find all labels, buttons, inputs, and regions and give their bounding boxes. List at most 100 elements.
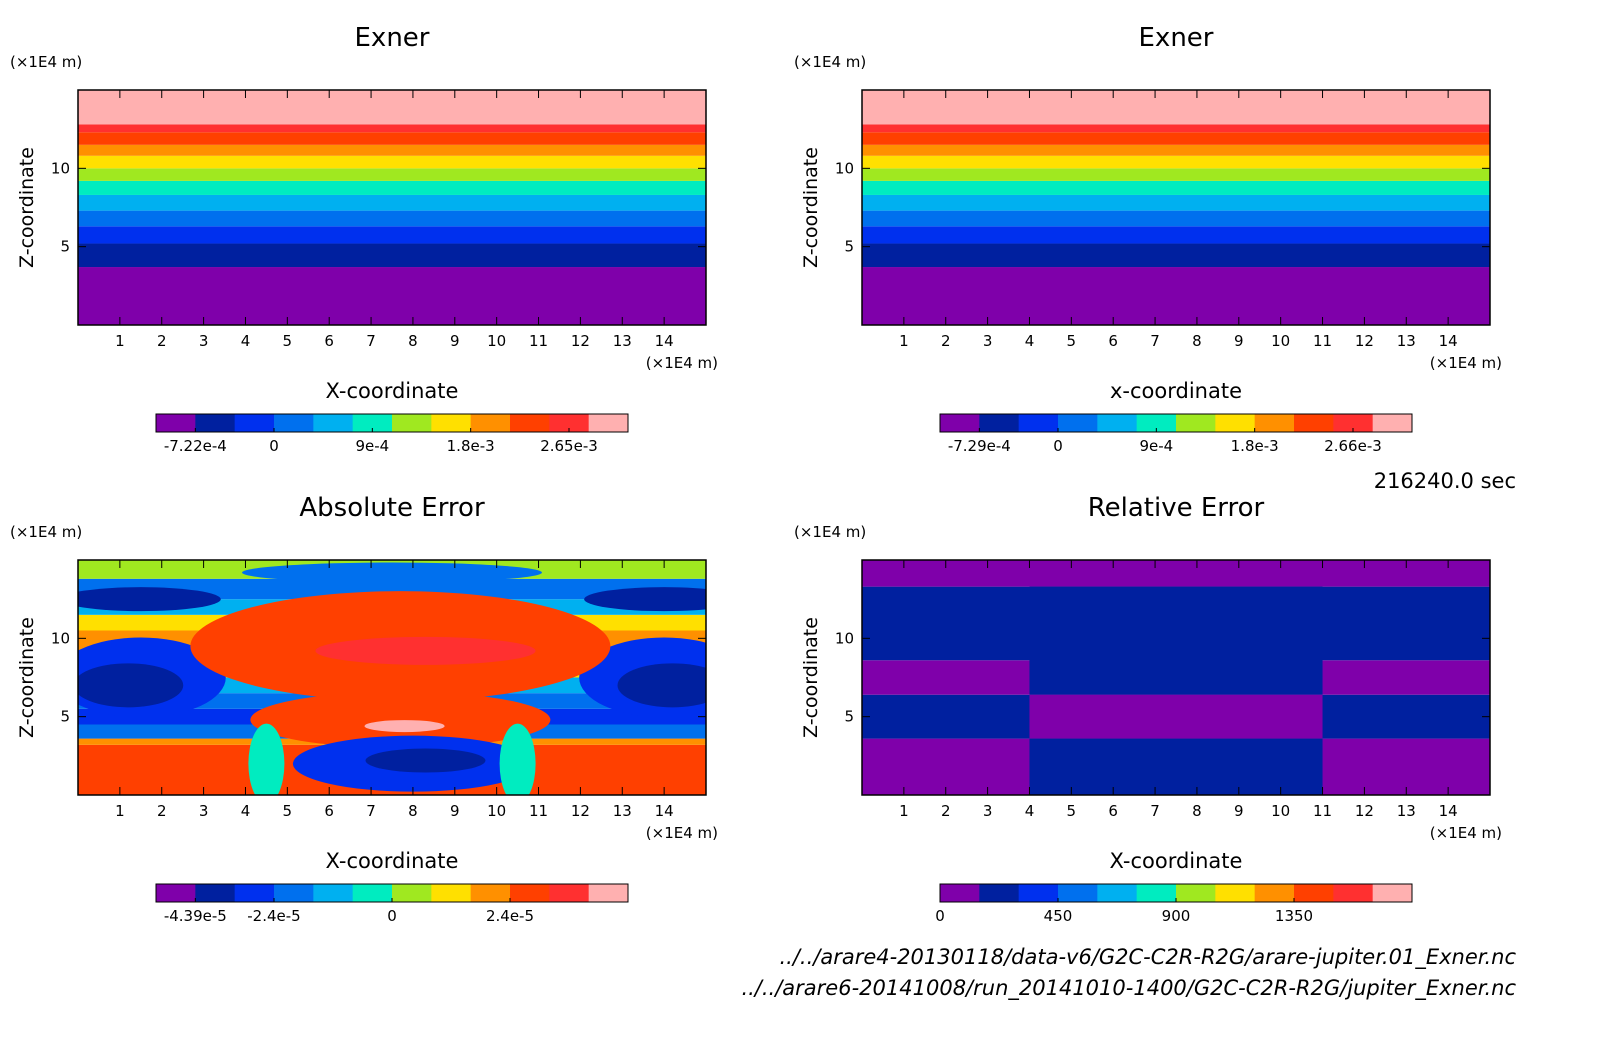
- contour-band-10: [78, 578, 706, 600]
- y-tick-label: 10: [51, 159, 70, 177]
- x-tick-label: 10: [1271, 332, 1290, 350]
- chart-title: Absolute Error: [299, 493, 485, 523]
- x-tick-label: 14: [1439, 332, 1458, 350]
- colorbar-tick-label: 1.8e-3: [447, 437, 495, 455]
- colorbar-swatch: [156, 884, 196, 902]
- contour-band-7: [862, 155, 1490, 169]
- x-tick-label: 2: [157, 802, 167, 820]
- colorbar-tick-label: -7.22e-4: [164, 437, 227, 455]
- colorbar-swatch: [549, 414, 590, 432]
- colorbar-swatch: [470, 414, 511, 432]
- file-path-2: ../../arare6-20141008/run_20141010-1400/…: [741, 976, 1516, 1001]
- colorbar-tick-label: 0: [1053, 437, 1063, 455]
- blob-center-line: [315, 636, 536, 665]
- time-label: 216240.0 sec: [1374, 469, 1516, 493]
- x-axis-label: x-coordinate: [1110, 379, 1242, 403]
- x-tick-label: 3: [199, 802, 209, 820]
- colorbar-swatch: [1176, 414, 1216, 432]
- contour-band-4: [862, 194, 1490, 211]
- colorbar-swatch: [1294, 884, 1334, 902]
- y-tick-label: 5: [60, 238, 70, 256]
- colorbar-tick-label: -4.39e-5: [164, 907, 227, 925]
- colorbar: -4.39e-5 -2.4e-5 0 2.4e-5: [155, 883, 629, 925]
- plot-area: [78, 90, 706, 325]
- x-tick-label: 9: [1234, 802, 1244, 820]
- x-tick-label: 8: [1192, 802, 1202, 820]
- y-axis-label: Z-coordinate: [16, 147, 38, 268]
- x-tick-label: 8: [408, 802, 418, 820]
- x-tick-label: 12: [1355, 802, 1374, 820]
- colorbar-swatch: [1372, 414, 1413, 432]
- colorbar-tick-label: 1350: [1275, 907, 1313, 925]
- colorbar-frame: [155, 413, 629, 433]
- x-tick-label: 9: [1234, 332, 1244, 350]
- x-tick-label: 7: [1150, 332, 1160, 350]
- colorbar-swatch: [1254, 884, 1295, 902]
- colorbar-swatch: [979, 414, 1020, 432]
- x-tick-label: 10: [487, 332, 506, 350]
- colorbar-swatch: [588, 414, 629, 432]
- blob-top-band: [242, 562, 542, 583]
- contour-band-1: [78, 243, 706, 268]
- colorbar-swatch: [313, 884, 354, 902]
- x-tick-label: 6: [1108, 332, 1118, 350]
- x-tick-label: 9: [450, 802, 460, 820]
- x-axis-label: X-coordinate: [326, 379, 459, 403]
- x-axis-label: X-coordinate: [326, 849, 459, 873]
- x-tick-label: 3: [199, 332, 209, 350]
- y-tick-label: 10: [51, 629, 70, 647]
- x-tick-label: 2: [941, 802, 951, 820]
- colorbar-swatch: [1333, 884, 1374, 902]
- file-path-1: ../../arare4-20130118/data-v6/G2C-C2R-R2…: [779, 945, 1516, 970]
- colorbar-swatch: [510, 414, 550, 432]
- x-tick-label: 9: [450, 332, 460, 350]
- x-tick-label: 1: [115, 802, 125, 820]
- contour-band-7: [78, 155, 706, 169]
- blob-bottom-left: [248, 723, 285, 795]
- x-tick-label: 3: [983, 802, 993, 820]
- colorbar-swatch: [1018, 414, 1059, 432]
- y-tick-label: 10: [835, 159, 854, 177]
- x-tick-label: 4: [241, 802, 251, 820]
- contour-band-8: [862, 144, 1490, 156]
- contour-band-4: [78, 194, 706, 211]
- colorbar-tick-label: 0: [935, 907, 945, 925]
- contour-band-1: [862, 243, 1490, 268]
- error-region-lower: [1029, 738, 1323, 795]
- colorbar-swatch: [1058, 414, 1098, 432]
- x-tick-label: 5: [283, 802, 293, 820]
- colorbar-swatch: [431, 414, 472, 432]
- colorbar-swatch: [588, 884, 629, 902]
- plot-frame: [861, 559, 1491, 796]
- colorbar: -7.29e-4 0 9e-4 1.8e-3 2.66e-3: [939, 413, 1413, 455]
- contour-band-9: [78, 132, 706, 145]
- colorbar-swatch: [1176, 884, 1216, 902]
- colorbar-swatch: [1333, 414, 1374, 432]
- x-tick-label: 2: [157, 332, 167, 350]
- x-tick-label: 7: [366, 332, 376, 350]
- x-tick-label: 7: [366, 802, 376, 820]
- y-unit-label: (×1E4 m): [10, 523, 82, 541]
- colorbar-swatch: [234, 414, 275, 432]
- colorbar-tick-label: 0: [387, 907, 397, 925]
- x-tick-label: 5: [1067, 332, 1077, 350]
- x-tick-label: 7: [1150, 802, 1160, 820]
- contour-band-8: [78, 144, 706, 156]
- y-tick-label: 5: [844, 708, 854, 726]
- x-tick-label: 3: [983, 332, 993, 350]
- x-tick-label: 11: [1313, 802, 1332, 820]
- x-tick-label: 12: [571, 332, 590, 350]
- colorbar-swatch: [1254, 414, 1295, 432]
- x-tick-label: 14: [655, 802, 674, 820]
- colorbar-swatch: [195, 414, 236, 432]
- colorbar: 0 450 900 1350: [935, 883, 1413, 925]
- contour-band-2: [78, 226, 706, 244]
- x-tick-label: 13: [613, 802, 632, 820]
- contour-band-9: [862, 132, 1490, 145]
- x-tick-label: 11: [529, 332, 548, 350]
- colorbar-swatch: [1136, 414, 1177, 432]
- plot-frame: [77, 89, 707, 326]
